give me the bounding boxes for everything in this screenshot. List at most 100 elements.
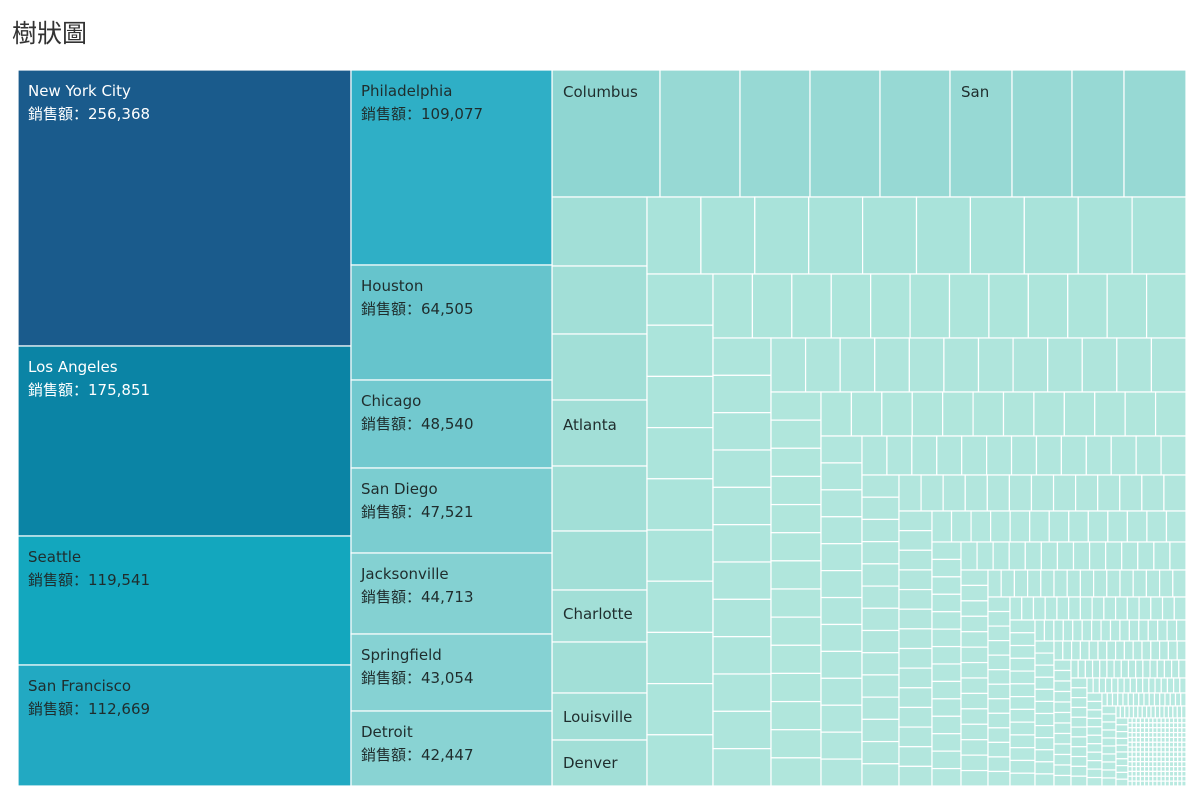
city-tile-d-13-8[interactable] — [1160, 780, 1166, 787]
city-tile-b15-0-6[interactable] — [1132, 692, 1140, 707]
city-tile-b2-0-6[interactable] — [948, 273, 990, 339]
city-tile-c16-4-0[interactable] — [1115, 744, 1129, 753]
city-tile-d-5-8[interactable] — [1160, 741, 1166, 748]
city-tile-c10-5-0[interactable] — [1009, 683, 1036, 698]
city-tile-b11-0-3[interactable] — [1062, 619, 1074, 642]
city-tile-d-2-1[interactable] — [1131, 727, 1137, 734]
city-tile-b10-0-12[interactable] — [1150, 596, 1164, 621]
city-tile-d-4-10[interactable] — [1168, 736, 1175, 743]
city-tile-d-0-7[interactable] — [1156, 717, 1162, 724]
city-tile-d-10-7[interactable] — [1156, 765, 1162, 773]
city-tile-b8-0-11[interactable] — [1137, 541, 1155, 571]
city-tile-b15-0-13[interactable] — [1169, 692, 1177, 707]
city-tile-b7-0-12[interactable] — [1165, 510, 1187, 543]
city-tile-b16-0-11[interactable] — [1163, 705, 1170, 719]
city-tile-d-9-6[interactable] — [1152, 761, 1158, 768]
city-tile-b10-0-10[interactable] — [1126, 596, 1140, 621]
city-tile-d-3-7[interactable] — [1156, 731, 1162, 739]
city-tile-d-2-12[interactable] — [1177, 727, 1183, 734]
city-tile-b14-0-6[interactable] — [1123, 677, 1131, 694]
city-tile-d-10-3[interactable] — [1139, 765, 1146, 773]
city-tile-c12-6-0[interactable] — [1053, 722, 1072, 735]
city-tile-b13-0-3[interactable] — [1091, 659, 1101, 679]
city-tile-d-13-11[interactable] — [1172, 780, 1179, 787]
city-tile-b5-0-0[interactable] — [861, 435, 888, 476]
city-tile-b6-0-9[interactable] — [1097, 474, 1121, 512]
city-tile-d-12-3[interactable] — [1139, 775, 1146, 782]
city-tile-c2-4-0[interactable] — [712, 486, 772, 526]
city-tile-d-9-13[interactable] — [1181, 761, 1187, 768]
city-tile-d-4-1[interactable] — [1131, 736, 1137, 743]
city-tile-c4-10-0[interactable] — [820, 704, 863, 733]
city-tile-d-9-9[interactable] — [1164, 761, 1171, 768]
city-tile-b11-0-9[interactable] — [1119, 619, 1130, 642]
city-tile-b6-0-5[interactable] — [1008, 474, 1033, 512]
city-tile-d-11-6[interactable] — [1152, 770, 1158, 777]
city-tile-d-7-9[interactable] — [1164, 751, 1171, 758]
city-tile-d-4-7[interactable] — [1156, 736, 1162, 743]
city-tile-b4-0-10[interactable] — [1124, 391, 1157, 437]
city-tile-c3-9-0[interactable] — [770, 644, 822, 675]
city-tile-d-9-11[interactable] — [1172, 761, 1179, 768]
city-tile-b15-0-8[interactable] — [1143, 692, 1150, 707]
city-tile-c12-3-0[interactable] — [1053, 690, 1072, 703]
city-tile-d-6-7[interactable] — [1156, 746, 1162, 753]
city-tile-b16-0-15[interactable] — [1181, 705, 1187, 719]
city-tile-c8-3-0[interactable] — [960, 615, 989, 633]
city-tile-c7-5-0[interactable] — [931, 628, 962, 648]
city-tile-d-12-8[interactable] — [1160, 775, 1166, 782]
city-tile-d-5-13[interactable] — [1181, 741, 1187, 748]
city-tile-c11-3-0[interactable] — [1034, 676, 1055, 690]
city-tile-b7-0-10[interactable] — [1126, 510, 1148, 543]
city-tile-d-7-13[interactable] — [1181, 751, 1187, 758]
city-tile-c8-10-0[interactable] — [960, 723, 989, 741]
city-tile-c11-5-0[interactable] — [1034, 700, 1055, 715]
city-tile-b11-0-12[interactable] — [1147, 619, 1159, 642]
city-tile-d-9-0[interactable] — [1127, 761, 1133, 768]
city-tile-c4-2-0[interactable] — [820, 489, 863, 518]
city-tile-c14-7-0[interactable] — [1086, 751, 1103, 762]
city-tile-d-5-4[interactable] — [1143, 741, 1150, 748]
city-tile-d-1-1[interactable] — [1131, 722, 1137, 729]
city-tile-b3-0-4[interactable] — [908, 337, 945, 393]
city-tile-top-4[interactable] — [879, 69, 951, 198]
city-tile-b1-0-9[interactable] — [1131, 196, 1187, 275]
city-tile-b13-0-11[interactable] — [1149, 659, 1158, 679]
city-tile-d-5-11[interactable] — [1172, 741, 1179, 748]
city-tile-c3-1-0[interactable] — [770, 419, 822, 449]
city-tile-d-6-1[interactable] — [1131, 746, 1137, 753]
city-tile-c4-12-0[interactable] — [820, 758, 863, 787]
city-tile-b3-0-8[interactable] — [1047, 337, 1083, 393]
city-tile-b14-0-9[interactable] — [1142, 677, 1150, 694]
city-tile-c4-9-0[interactable] — [820, 677, 863, 706]
city-tile-c10-1-0[interactable] — [1009, 632, 1036, 647]
city-tile-c6-0-0[interactable] — [898, 510, 933, 532]
city-tile-b10-0-9[interactable] — [1114, 596, 1128, 621]
city-tile-c9-6-0[interactable] — [987, 683, 1011, 700]
city-tile-b9-0-10[interactable] — [1119, 569, 1134, 598]
tile-san-francisco[interactable] — [17, 664, 352, 787]
city-tile-d-4-5[interactable] — [1148, 736, 1154, 743]
city-tile-c14-0-0[interactable] — [1086, 692, 1103, 703]
city-tile-d-4-6[interactable] — [1152, 736, 1158, 743]
city-tile-c5-2-0[interactable] — [861, 518, 900, 543]
city-tile-d-11-11[interactable] — [1172, 770, 1179, 777]
city-tile-top-3[interactable] — [809, 69, 881, 198]
city-tile-b11-0-4[interactable] — [1072, 619, 1083, 642]
city-tile-b5-0-11[interactable] — [1135, 435, 1162, 476]
city-tile-b9-0-6[interactable] — [1066, 569, 1081, 598]
city-tile-d-7-2[interactable] — [1135, 751, 1142, 758]
city-tile-d-8-1[interactable] — [1131, 756, 1137, 763]
city-tile-c7-8-0[interactable] — [931, 680, 962, 700]
city-tile-d-5-5[interactable] — [1148, 741, 1154, 748]
city-tile-d-3-3[interactable] — [1139, 731, 1146, 739]
city-tile-b3-0-9[interactable] — [1081, 337, 1118, 393]
city-tile-d-9-12[interactable] — [1177, 761, 1183, 768]
city-tile-d-0-13[interactable] — [1181, 717, 1187, 724]
city-tile-d-2-13[interactable] — [1181, 727, 1187, 734]
city-tile-c16-1-0[interactable] — [1115, 724, 1129, 733]
city-tile-d-12-5[interactable] — [1148, 775, 1154, 782]
city-tile-b16-0-13[interactable] — [1172, 705, 1178, 719]
city-tile-b9-0-0[interactable] — [987, 569, 1002, 598]
city-tile-b5-0-1[interactable] — [886, 435, 913, 476]
